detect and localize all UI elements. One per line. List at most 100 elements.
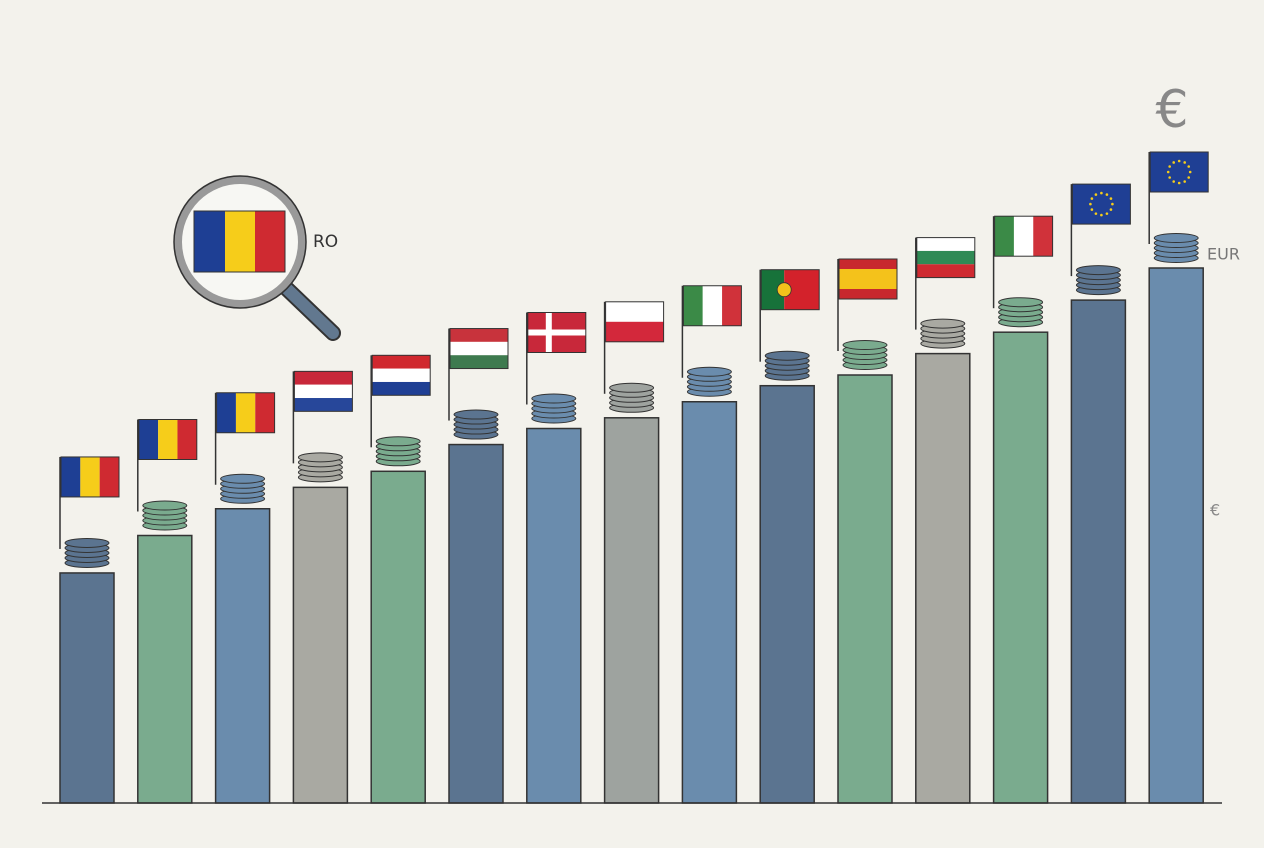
coin <box>1075 265 1121 276</box>
flag-stripe <box>255 211 285 272</box>
flag-stripe <box>158 419 178 460</box>
flag-star <box>1105 212 1109 215</box>
flag-border <box>1149 151 1209 193</box>
flag-stripe <box>1033 216 1053 257</box>
flag-star <box>1100 191 1103 195</box>
flag-stripe <box>255 392 275 433</box>
flag-stripe <box>225 211 255 272</box>
label: RO <box>313 232 338 252</box>
flag-star <box>1168 165 1171 168</box>
coin <box>920 318 966 329</box>
flag-border <box>1071 183 1131 225</box>
flag-border <box>605 301 665 343</box>
bar <box>370 470 426 804</box>
flag-border <box>138 419 198 460</box>
bar <box>837 374 893 804</box>
flag-star <box>1105 193 1109 196</box>
flag-stripe <box>372 381 431 396</box>
flag-stripe <box>605 321 664 342</box>
euro-symbol: € <box>1155 80 1188 140</box>
flag-star <box>1172 180 1175 183</box>
flag-border <box>994 215 1054 257</box>
bar <box>59 572 115 804</box>
flag-stripe <box>61 456 81 497</box>
flag-star <box>1094 212 1098 215</box>
coin <box>220 473 266 484</box>
coin <box>453 409 499 420</box>
coin <box>531 393 577 404</box>
flag-stripe <box>994 216 1014 257</box>
label: € <box>1210 501 1220 520</box>
flag-stripe <box>683 285 703 326</box>
bars <box>59 151 1209 804</box>
bar <box>526 427 582 804</box>
coin <box>297 452 343 463</box>
flag-star <box>1177 181 1181 185</box>
flag-stripe <box>450 328 508 342</box>
flag-stripe <box>916 237 975 251</box>
bar <box>214 508 271 804</box>
flag-star <box>1187 165 1191 168</box>
flag-field <box>1072 184 1131 225</box>
flag-stripe <box>1013 216 1034 257</box>
flag-border <box>838 258 898 300</box>
flag-stripe <box>372 355 431 369</box>
flag-stripe <box>294 384 353 399</box>
flag-border <box>216 392 276 434</box>
bar <box>137 534 193 804</box>
flag-stripe <box>450 341 508 356</box>
flag-stripe <box>839 269 897 279</box>
flag-emblem <box>776 282 792 298</box>
flag-star <box>1094 193 1098 196</box>
flag-field <box>1150 152 1209 192</box>
flag-star <box>1109 208 1113 211</box>
flag-stripe <box>722 285 742 326</box>
flag-stripe <box>450 355 508 369</box>
flag-border <box>916 237 976 279</box>
flag-stripe <box>294 371 353 385</box>
bar <box>1148 267 1204 804</box>
flag-star <box>1168 176 1171 179</box>
bar <box>915 352 971 804</box>
flag-stripe <box>916 264 975 278</box>
flag-stripe <box>177 419 197 460</box>
flag-stripe <box>605 301 664 322</box>
handle <box>279 281 339 339</box>
flag-star <box>1172 161 1175 164</box>
flag-stripe <box>138 419 159 460</box>
bar <box>603 417 660 804</box>
lens-rim <box>173 175 307 309</box>
flag-stripe <box>194 211 225 272</box>
flag-star <box>1100 213 1103 217</box>
coin <box>842 340 888 350</box>
coin <box>142 500 188 511</box>
flag-star <box>1090 208 1094 211</box>
flag-stripe <box>216 392 236 433</box>
bar <box>681 401 738 804</box>
bar <box>1070 299 1127 804</box>
flag-cross <box>527 329 586 336</box>
label: EUR <box>1207 245 1240 264</box>
flag-stripe <box>916 250 975 265</box>
flag-star <box>1166 170 1170 174</box>
flag-star <box>1111 202 1114 206</box>
coin <box>686 366 732 377</box>
flag-star <box>1188 170 1192 174</box>
bar <box>292 486 349 804</box>
flag-stripe <box>80 456 100 497</box>
flag-star <box>1090 197 1094 200</box>
coin <box>1153 233 1199 243</box>
flag-border <box>527 312 587 353</box>
flag-border <box>293 370 353 412</box>
flag-stripe <box>839 259 897 269</box>
flag-field <box>761 269 785 310</box>
flag-border <box>760 269 820 311</box>
flag-star <box>1183 180 1186 183</box>
coin <box>375 436 421 447</box>
flag-stripe <box>839 279 897 289</box>
coin <box>998 297 1044 308</box>
flag-stripe <box>702 285 723 326</box>
coin <box>609 382 655 393</box>
